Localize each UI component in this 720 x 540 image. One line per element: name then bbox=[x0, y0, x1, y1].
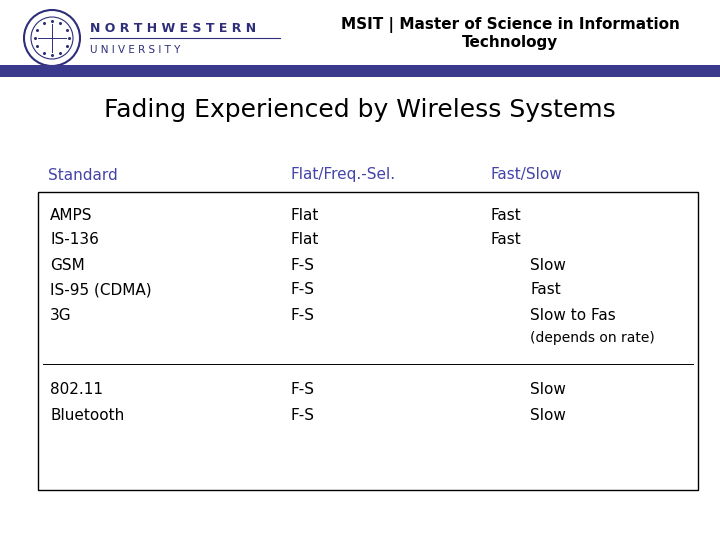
Text: IS-95 (CDMA): IS-95 (CDMA) bbox=[50, 282, 152, 298]
Text: F-S: F-S bbox=[290, 382, 314, 397]
Text: Fast: Fast bbox=[530, 282, 561, 298]
Text: N O R T H W E S T E R N: N O R T H W E S T E R N bbox=[90, 22, 256, 35]
Text: (depends on rate): (depends on rate) bbox=[530, 331, 654, 345]
Text: Fading Experienced by Wireless Systems: Fading Experienced by Wireless Systems bbox=[104, 98, 616, 122]
Text: Slow: Slow bbox=[530, 258, 566, 273]
Bar bbox=[0, 65, 720, 77]
Text: Flat/Freq.-Sel.: Flat/Freq.-Sel. bbox=[290, 167, 395, 183]
Text: Fast: Fast bbox=[490, 207, 521, 222]
Text: IS-136: IS-136 bbox=[50, 233, 99, 247]
Bar bbox=[38, 192, 698, 490]
Text: AMPS: AMPS bbox=[50, 207, 92, 222]
Text: Fast: Fast bbox=[490, 233, 521, 247]
Text: Standard: Standard bbox=[48, 167, 118, 183]
Text: GSM: GSM bbox=[50, 258, 85, 273]
Text: Technology: Technology bbox=[462, 35, 558, 50]
Text: Fast/Slow: Fast/Slow bbox=[490, 167, 562, 183]
Text: Flat: Flat bbox=[290, 207, 318, 222]
Text: Flat: Flat bbox=[290, 233, 318, 247]
Text: U N I V E R S I T Y: U N I V E R S I T Y bbox=[90, 45, 181, 55]
Text: MSIT | Master of Science in Information: MSIT | Master of Science in Information bbox=[341, 17, 680, 33]
Text: F-S: F-S bbox=[290, 282, 314, 298]
Text: Slow: Slow bbox=[530, 382, 566, 397]
Text: 802.11: 802.11 bbox=[50, 382, 103, 397]
Text: F-S: F-S bbox=[290, 307, 314, 322]
Text: F-S: F-S bbox=[290, 408, 314, 422]
Text: F-S: F-S bbox=[290, 258, 314, 273]
Text: Bluetooth: Bluetooth bbox=[50, 408, 125, 422]
Text: 3G: 3G bbox=[50, 307, 71, 322]
Text: Slow to Fas: Slow to Fas bbox=[530, 307, 616, 322]
Text: Slow: Slow bbox=[530, 408, 566, 422]
